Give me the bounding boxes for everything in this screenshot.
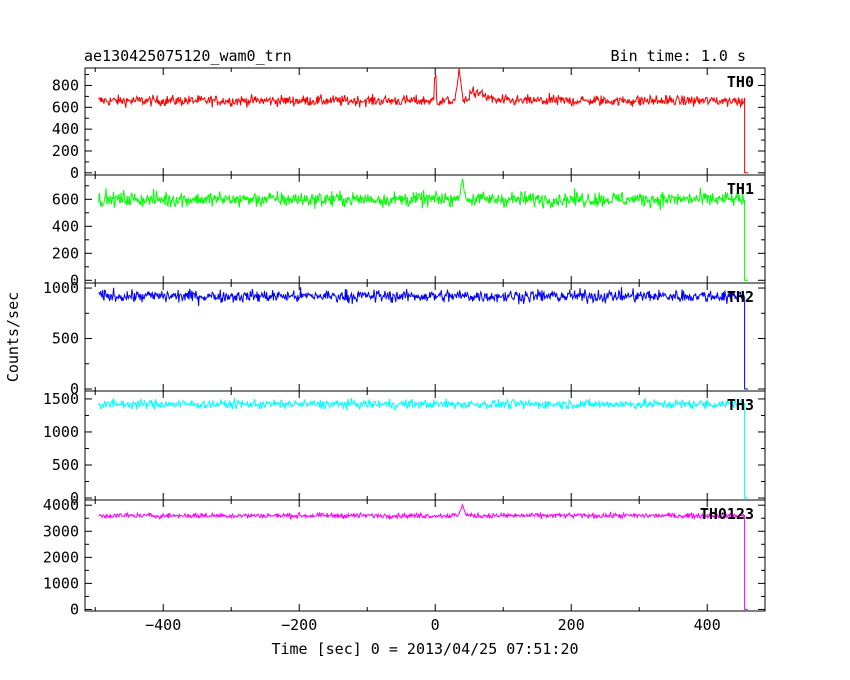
x-tick-label: −400 [145,616,181,634]
series-th0123 [98,502,748,610]
y-tick-label: 400 [52,217,79,235]
y-tick-label: 200 [52,142,79,160]
y-tick-label: 1000 [43,423,79,441]
panel-label-th1: TH1 [727,180,754,198]
y-tick-label: 0 [70,600,79,618]
y-tick-label: 500 [52,330,79,348]
series-th1 [98,178,748,281]
y-tick-label: 1000 [43,279,79,297]
panel-th3: 0 500 1000 1500 TH3 [43,390,766,507]
y-tick-label: 1500 [43,390,79,408]
y-tick-label: 600 [52,98,79,116]
y-tick-label: 3000 [43,522,79,540]
panel-label-th0: TH0 [727,73,754,91]
panel-frame [84,67,766,176]
x-tick-label: −200 [281,616,317,634]
panel-th2: 0 500 1000 TH2 [43,279,766,398]
series-th0 [98,68,748,174]
y-tick-label: 0 [70,489,79,507]
panel-label-th2: TH2 [727,288,754,306]
x-tick-label: 400 [694,616,721,634]
panel-frame [84,174,766,284]
chart-title: ae130425075120_wam0_trn [84,47,292,65]
series-th3 [98,397,748,499]
y-tick-label: 600 [52,190,79,208]
series-th2 [98,287,748,390]
y-tick-label: 0 [70,164,79,182]
y-tick-label: 1000 [43,574,79,592]
bin-time-label: Bin time: 1.0 s [611,47,746,65]
panel-frame [84,499,766,612]
panels-group: 0 200 400 600 800 TH0 0 200 400 600 TH1 0 500 1000 TH2… [43,67,766,618]
y-tick-label: 500 [52,456,79,474]
panel-th0: 0 200 400 600 800 TH0 [52,67,766,182]
panel-label-th0123: TH0123 [700,505,754,523]
panel-th0123: 0 1000 2000 3000 4000 TH0123 [43,496,766,618]
y-tick-label: 200 [52,244,79,262]
x-axis-label: Time [sec] 0 = 2013/04/25 07:51:20 [271,640,578,658]
y-tick-label: 0 [70,380,79,398]
y-axis-label: Counts/sec [4,292,22,382]
x-tick-label: 0 [431,616,440,634]
y-tick-label: 0 [70,271,79,289]
x-tick-label: 200 [558,616,585,634]
y-tick-label: 2000 [43,548,79,566]
panel-th1: 0 200 400 600 TH1 [52,174,766,289]
panel-label-th3: TH3 [727,396,754,414]
y-tick-label: 800 [52,76,79,94]
y-tick-label: 400 [52,120,79,138]
y-tick-label: 4000 [43,496,79,514]
x-axis: −400 −200 0 200 400 [145,616,721,634]
